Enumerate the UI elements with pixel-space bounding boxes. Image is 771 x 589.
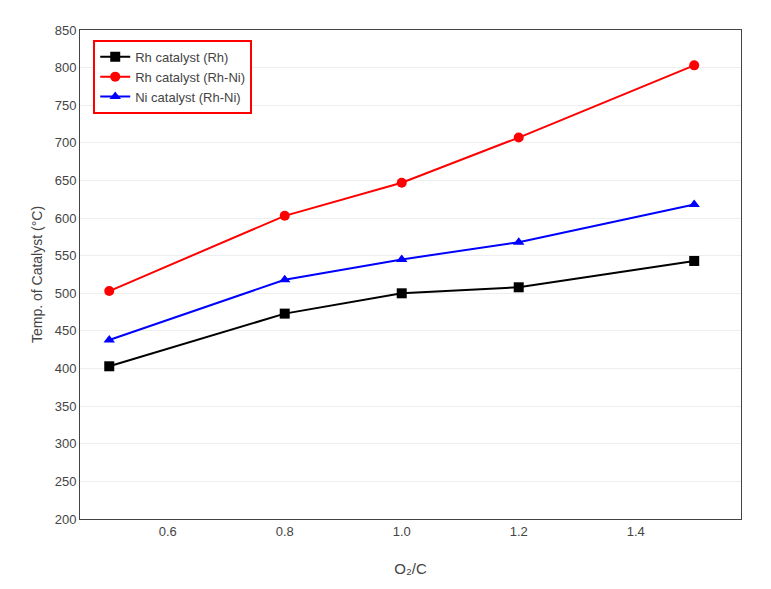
svg-text:550: 550 [55, 248, 77, 263]
svg-text:1.2: 1.2 [510, 524, 528, 539]
svg-text:350: 350 [55, 399, 77, 414]
svg-text:600: 600 [55, 211, 77, 226]
svg-text:300: 300 [55, 436, 77, 451]
svg-text:800: 800 [55, 60, 77, 75]
svg-text:0.8: 0.8 [276, 524, 294, 539]
svg-text:O₂/C: O₂/C [394, 560, 427, 577]
svg-text:850: 850 [55, 23, 77, 38]
svg-text:Ni catalyst (Rh-Ni): Ni catalyst (Rh-Ni) [135, 90, 240, 105]
svg-text:500: 500 [55, 286, 77, 301]
svg-text:Rh catalyst (Rh-Ni): Rh catalyst (Rh-Ni) [135, 70, 245, 85]
svg-text:Temp. of Catalyst (°C): Temp. of Catalyst (°C) [29, 206, 45, 343]
svg-text:400: 400 [55, 361, 77, 376]
svg-text:250: 250 [55, 474, 77, 489]
svg-text:450: 450 [55, 323, 77, 338]
svg-text:0.6: 0.6 [159, 524, 177, 539]
svg-text:1.0: 1.0 [393, 524, 411, 539]
svg-text:700: 700 [55, 135, 77, 150]
svg-text:200: 200 [55, 512, 77, 527]
svg-text:650: 650 [55, 173, 77, 188]
svg-text:750: 750 [55, 98, 77, 113]
svg-text:Rh catalyst (Rh): Rh catalyst (Rh) [135, 50, 228, 65]
svg-text:1.4: 1.4 [627, 524, 645, 539]
